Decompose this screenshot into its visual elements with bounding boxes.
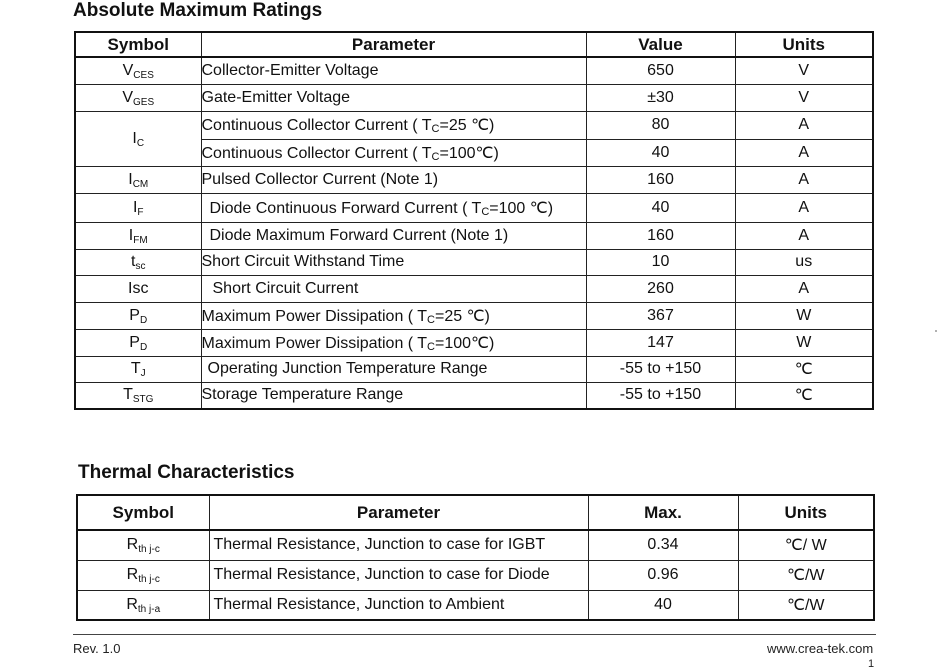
symbol-cell: PD — [74, 301, 202, 330]
unit-cell: A — [734, 192, 874, 223]
parameter-cell: Maximum Power Dissipation ( TC=25 ℃) — [200, 301, 587, 330]
symbol-cell: ICM — [74, 165, 202, 194]
value-cell: 10 — [585, 248, 736, 276]
symbol-cell: Isc — [74, 274, 202, 303]
symbol-cell: PD — [74, 328, 202, 357]
revision-label: Rev. 1.0 — [73, 641, 121, 656]
symbol-cell: Rth j-a — [76, 589, 210, 621]
value-cell: 650 — [585, 56, 736, 85]
unit-cell: ℃ — [734, 381, 874, 410]
symbol-cell: IF — [74, 192, 202, 223]
table-row: IF Diode Continuous Forward Current ( TC… — [74, 192, 874, 223]
symbol-cell: IC — [74, 110, 202, 167]
value-cell: ±30 — [585, 83, 736, 112]
table-row: PD Maximum Power Dissipation ( TC=25 ℃) … — [74, 301, 874, 330]
parameter-cell: Maximum Power Dissipation ( TC=100℃) — [200, 328, 587, 357]
parameter-cell: Continuous Collector Current ( TC=100℃) — [200, 138, 587, 167]
thermal-table: Symbol Parameter Max. Units Rth j-c Ther… — [76, 494, 875, 621]
table-row: tsc Short Circuit Withstand Time 10 us — [74, 248, 874, 276]
header-symbol: Symbol — [74, 31, 202, 58]
parameter-cell: Continuous Collector Current ( TC=25 ℃) — [200, 110, 587, 140]
table-row: Rth j-c Thermal Resistance, Junction to … — [76, 559, 875, 591]
unit-cell: V — [734, 83, 874, 112]
parameter-cell: Collector-Emitter Voltage — [200, 56, 587, 85]
unit-cell: us — [734, 248, 874, 276]
parameter-cell: Short Circuit Current — [200, 274, 587, 303]
parameter-cell: Operating Junction Temperature Range — [200, 355, 587, 383]
unit-cell: ℃/W — [737, 559, 875, 591]
symbol-cell: tsc — [74, 248, 202, 276]
unit-cell: ℃/ W — [737, 529, 875, 561]
table-row: Isc Short Circuit Current 260 A — [74, 274, 874, 303]
symbol-cell: VGES — [74, 83, 202, 112]
header-units: Units — [734, 31, 874, 58]
footer-divider — [73, 634, 876, 635]
value-cell: 367 — [585, 301, 736, 330]
parameter-cell: Pulsed Collector Current (Note 1) — [200, 165, 587, 194]
value-cell: -55 to +150 — [585, 355, 736, 383]
symbol-cell: TSTG — [74, 381, 202, 410]
symbol-cell: Rth j-c — [76, 529, 210, 561]
parameter-cell: Gate-Emitter Voltage — [200, 83, 587, 112]
stray-dot — [935, 330, 937, 332]
symbol-cell: TJ — [74, 355, 202, 383]
abs-max-title: Absolute Maximum Ratings — [73, 0, 323, 21]
max-cell: 40 — [587, 589, 739, 621]
parameter-cell: Diode Maximum Forward Current (Note 1) — [200, 221, 587, 250]
unit-cell: ℃ — [734, 355, 874, 383]
value-cell: 40 — [585, 192, 736, 223]
unit-cell: W — [734, 328, 874, 357]
header-parameter: Parameter — [208, 494, 589, 531]
thermal-title: Thermal Characteristics — [78, 462, 295, 483]
header-units: Units — [737, 494, 875, 531]
value-cell: 147 — [585, 328, 736, 357]
value-cell: 160 — [585, 221, 736, 250]
header-parameter: Parameter — [200, 31, 587, 58]
value-cell: 40 — [585, 138, 736, 167]
parameter-cell: Thermal Resistance, Junction to Ambient — [208, 589, 589, 621]
table-row: IFM Diode Maximum Forward Current (Note … — [74, 221, 874, 250]
table-row: VGES Gate-Emitter Voltage ±30 V — [74, 83, 874, 112]
unit-cell: A — [734, 221, 874, 250]
page-number: 1 — [868, 658, 875, 670]
unit-cell: A — [734, 165, 874, 194]
value-cell: -55 to +150 — [585, 381, 736, 410]
header-symbol: Symbol — [76, 494, 210, 531]
symbol-cell: VCES — [74, 56, 202, 85]
table-row: Rth j-a Thermal Resistance, Junction to … — [76, 589, 875, 621]
parameter-cell: Thermal Resistance, Junction to case for… — [208, 559, 589, 591]
unit-cell: ℃/W — [737, 589, 875, 621]
max-cell: 0.96 — [587, 559, 739, 591]
symbol-cell: IFM — [74, 221, 202, 250]
unit-cell: V — [734, 56, 874, 85]
max-cell: 0.34 — [587, 529, 739, 561]
header-max: Max. — [587, 494, 739, 531]
unit-cell: A — [734, 110, 874, 140]
table-row: ICM Pulsed Collector Current (Note 1) 16… — [74, 165, 874, 194]
symbol-cell: Rth j-c — [76, 559, 210, 591]
abs-max-table: Symbol Parameter Value Units VCES Collec… — [74, 31, 874, 410]
parameter-cell: Short Circuit Withstand Time — [200, 248, 587, 276]
unit-cell: A — [734, 138, 874, 167]
parameter-cell: Storage Temperature Range — [200, 381, 587, 410]
website-link[interactable]: www.crea-tek.com — [767, 641, 874, 656]
parameter-cell: Diode Continuous Forward Current ( TC=10… — [200, 192, 587, 223]
header-value: Value — [585, 31, 736, 58]
unit-cell: A — [734, 274, 874, 303]
table-row: Rth j-c Thermal Resistance, Junction to … — [76, 529, 875, 561]
table-row: Continuous Collector Current ( TC=100℃) … — [75, 138, 874, 167]
value-cell: 160 — [585, 165, 736, 194]
table-row: VCES Collector-Emitter Voltage 650 V — [74, 56, 874, 85]
table-row: TJ Operating Junction Temperature Range … — [74, 355, 874, 383]
value-cell: 80 — [585, 110, 736, 140]
unit-cell: W — [734, 301, 874, 330]
table-row: PD Maximum Power Dissipation ( TC=100℃) … — [74, 328, 874, 357]
table-row: TSTG Storage Temperature Range -55 to +1… — [74, 381, 874, 410]
parameter-cell: Thermal Resistance, Junction to case for… — [208, 529, 589, 561]
table-row: IC Continuous Collector Current ( TC=25 … — [74, 110, 874, 167]
value-cell: 260 — [585, 274, 736, 303]
